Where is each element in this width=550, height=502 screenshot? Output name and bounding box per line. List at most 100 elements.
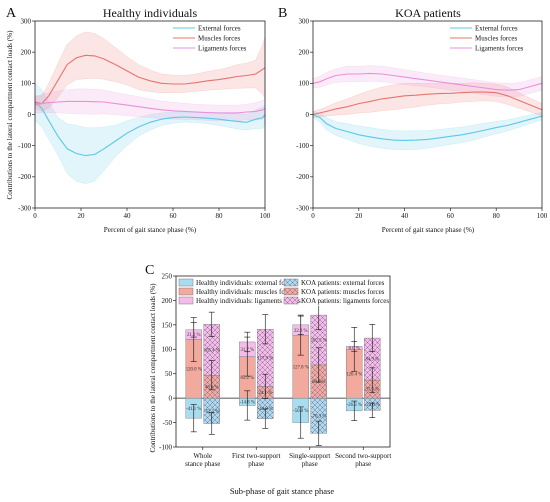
c-category-label: stance phase <box>185 460 220 468</box>
b-series-line-1 <box>312 91 543 116</box>
panel-b-title: KOA patients <box>395 6 461 20</box>
b-ytick-label: 0 <box>306 111 310 119</box>
panel-c-xlabel: Sub-phase of gait stance phase <box>230 486 335 496</box>
panel-a-lines <box>34 54 266 157</box>
a-xtick-label: 20 <box>78 212 86 220</box>
b-legend-label-1: Muscles forces <box>475 34 517 42</box>
c-label-ligaments: 102.5 % <box>311 339 327 344</box>
c-bar-hatch <box>310 398 327 434</box>
c-label-muscles: 46.6 % <box>205 385 219 390</box>
c-category-label: phase <box>355 460 371 468</box>
c-label-external: -50.0 % <box>293 409 308 414</box>
panel-c-legend: Healthy individuals: external forces KOA … <box>177 277 389 306</box>
b-legend-label-0: External forces <box>475 24 518 32</box>
c-category-label: phase <box>248 460 264 468</box>
a-xtick-label: 0 <box>33 212 37 220</box>
c-label-external: -23.6 % <box>365 403 380 408</box>
c-ytick-label: -50 <box>163 419 173 427</box>
c-legend-swatch <box>178 287 194 296</box>
b-xtick-label: 0 <box>311 212 315 220</box>
panel-c-ticks: -100 -50 0 50 100 150 200 250 <box>159 272 176 451</box>
c-bar-hatch <box>203 398 220 424</box>
b-ytick-label: -200 <box>296 173 309 181</box>
c-label-muscles: 120.0 % <box>186 367 202 372</box>
a-xtick-label: 60 <box>170 212 178 220</box>
a-xtick-label: 40 <box>124 212 132 220</box>
b-legend-label-2: Ligaments forces <box>475 44 524 52</box>
c-label-muscles: 120.4 % <box>346 372 362 377</box>
panel-c-data-labels: -41.1 % 120.0 % 21.1 % -14.8 % 85.2 % 31.7 % -… <box>186 329 380 420</box>
a-series-line-1 <box>34 54 266 105</box>
a-xtick-label: 100 <box>260 212 271 220</box>
b-xtick-label: 40 <box>401 212 409 220</box>
c-category-label: First two-support <box>232 452 280 460</box>
panel-c-frame <box>175 275 391 448</box>
panel-b-lines <box>312 72 543 141</box>
c-label-muscles: 127.8 % <box>293 365 309 370</box>
a-ytick-label: 200 <box>21 49 32 57</box>
b-ytick-label: 200 <box>299 49 310 57</box>
b-ytick-label: -300 <box>296 204 309 212</box>
c-ytick-label: 50 <box>165 370 173 378</box>
a-series-line-2 <box>34 100 266 114</box>
a-series-line-0 <box>34 101 266 157</box>
b-xtick-label: 20 <box>355 212 363 220</box>
c-label-muscles: 37.5 % <box>365 388 379 393</box>
panel-a-chart: Contributions to the lateral compartment… <box>6 17 271 234</box>
c-ytick-label: 250 <box>162 272 173 280</box>
c-ytick-label: -100 <box>159 443 172 451</box>
c-bar-hatch <box>257 398 274 419</box>
c-label-external: -70.3 % <box>311 414 326 419</box>
c-legend-label: Healthy individuals: ligaments forces <box>196 297 301 305</box>
a-ytick-label: 300 <box>21 17 32 25</box>
c-category-label: phase <box>302 460 318 468</box>
c-legend-swatch-hatch <box>284 279 298 286</box>
panel-b-xlabel: Percent of gait stance phase (%) <box>382 226 475 234</box>
panel-b-ticks: 0 20 40 60 80 100 -300 -200 -100 0 100 200 300 <box>296 17 548 220</box>
panel-c-chart: Contributions to the lateral compartment… <box>149 272 391 496</box>
c-legend-swatch-hatch <box>284 297 298 304</box>
b-series-line-2 <box>312 72 543 91</box>
c-ytick-label: 200 <box>162 297 173 305</box>
c-label-external: -44.9 % <box>258 407 273 412</box>
b-ytick-label: -100 <box>296 142 309 150</box>
c-label-ligaments: 22.2 % <box>294 329 308 334</box>
c-legend-swatch-hatch <box>284 288 298 295</box>
c-legend-label: Healthy individuals: muscles forces <box>196 288 296 296</box>
c-ytick-label: 0 <box>169 395 173 403</box>
panel-a-letter: A <box>6 6 17 21</box>
b-xtick-label: 60 <box>447 212 455 220</box>
c-label-ligaments: 21.1 % <box>187 333 201 338</box>
c-label-ligaments: 105.4 % <box>204 348 220 353</box>
c-legend-swatch <box>178 278 194 287</box>
c-bar-hatch <box>257 329 274 387</box>
b-ytick-label: 300 <box>299 17 310 25</box>
c-bar-hatch <box>203 324 220 376</box>
c-label-ligaments: 84.9 % <box>365 358 379 363</box>
panel-b-legend: External forces Muscles forces Ligaments f… <box>450 24 524 52</box>
a-xtick-label: 80 <box>216 212 224 220</box>
b-xtick-label: 100 <box>537 212 548 220</box>
a-ytick-label: 0 <box>28 111 32 119</box>
b-series-line-0 <box>312 113 543 141</box>
c-legend-label: KOA patients: external forces <box>301 279 385 287</box>
c-category-label: Single-support <box>289 452 330 460</box>
b-xtick-label: 80 <box>493 212 501 220</box>
c-legend-label: KOA patients: ligaments forces <box>301 297 389 305</box>
c-legend-bg <box>177 277 389 306</box>
a-legend-label-0: External forces <box>198 24 241 32</box>
panel-a-legend: External forces Muscles forces Ligaments f… <box>173 24 247 52</box>
panel-b-chart: Percent of gait stance phase (%) 0 20 40 60… <box>296 17 548 234</box>
c-label-ligaments: 31.7 % <box>240 348 254 353</box>
panel-a-ticks: 0 20 40 60 80 100 -300 -200 -100 0 100 200 300 <box>18 17 271 220</box>
c-ytick-label: 100 <box>162 346 173 354</box>
a-legend-label-1: Muscles forces <box>198 34 240 42</box>
c-label-muscles: 85.2 % <box>240 376 254 381</box>
c-bar-hatch <box>310 315 327 365</box>
panel-b-bands <box>312 65 543 150</box>
c-legend-label: KOA patients: muscles forces <box>301 288 385 296</box>
panel-b-letter: B <box>278 6 287 21</box>
a-band-2 <box>34 88 266 121</box>
